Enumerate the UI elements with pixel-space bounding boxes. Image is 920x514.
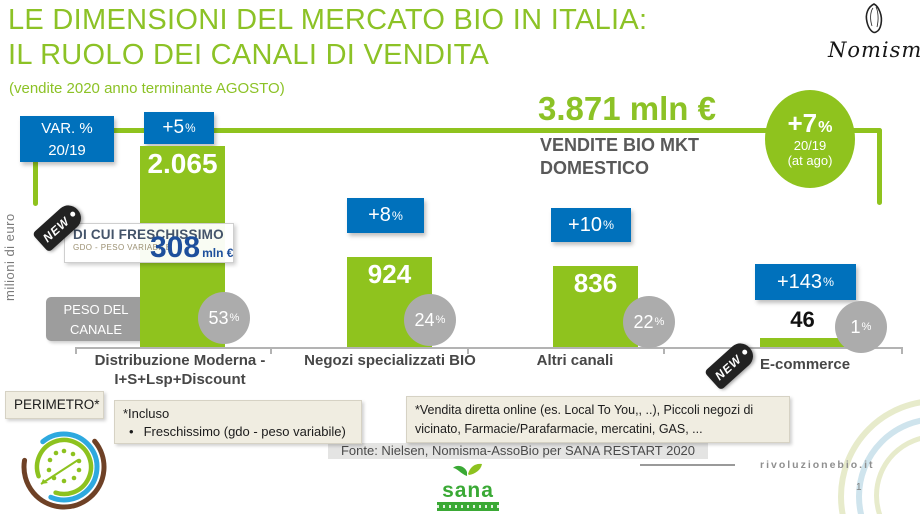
growth-badge-negozi: +8% [347, 198, 424, 233]
incluso-title: *Incluso [123, 406, 170, 421]
growth-badge-altri: +10% [551, 208, 631, 242]
percent-sign: % [823, 275, 835, 289]
peso-legend-line1: PESO DEL [63, 302, 129, 317]
incluso-bullet-line: • Freschissimo (gdo - peso variabile) [123, 423, 361, 441]
share-value: 24 [414, 309, 435, 330]
freschissimo-value: 308 mln € [150, 231, 233, 265]
page-number: 1 [856, 482, 862, 493]
page-subtitle: (vendite 2020 anno terminante AGOSTO) [9, 80, 285, 97]
var-legend-line2: 20/19 [48, 141, 86, 159]
nomisma-wordmark: Nomisma [828, 38, 920, 62]
share-circle-distribuzione: 53% [198, 292, 250, 344]
nomisma-emblem-icon [865, 3, 883, 34]
incluso-note: *Incluso • Freschissimo (gdo - peso varia… [114, 400, 362, 444]
bracket-line-right [877, 128, 882, 205]
sana-logo: sana [428, 462, 508, 511]
perimetro-box: PERIMETRO* [5, 391, 104, 419]
percent-sign: % [654, 316, 665, 328]
sana-banner [437, 501, 499, 511]
x-tick [467, 347, 469, 354]
percent-sign: % [229, 312, 240, 324]
bar-ecommerce [760, 338, 845, 347]
x-tick [663, 347, 665, 354]
total-growth-circle: +7% 20/19 (at ago) [765, 90, 855, 188]
x-axis [75, 347, 903, 349]
source-line: Fonte: Nielsen, Nomisma-AssoBio per SANA… [328, 443, 708, 459]
category-label-altri: Altri canali [536, 352, 614, 369]
vendita-note: *Vendita diretta online (es. Local To Yo… [406, 396, 790, 443]
x-tick [75, 347, 77, 354]
bar-value-altri: 836 [573, 268, 618, 298]
page-title-line1: LE DIMENSIONI DEL MERCATO BIO IN ITALIA: [8, 4, 648, 36]
percent-sign: % [185, 121, 196, 135]
percent-sign: % [602, 218, 614, 232]
total-growth-period: 20/19 [793, 138, 827, 153]
bracket-line-left [33, 128, 38, 206]
growth-badge-ecommerce: +143% [755, 264, 856, 300]
bar-value-ecommerce: 46 [790, 307, 815, 332]
total-growth-note: (at ago) [787, 152, 833, 168]
share-circle-altri: 22% [623, 296, 675, 348]
page-title-line2: IL RUOLO DEI CANALI DI VENDITA [8, 39, 490, 71]
freschissimo-number: 308 [150, 231, 201, 264]
var-legend-box: VAR. % 20/19 [20, 116, 114, 162]
share-value: 53 [208, 307, 229, 328]
growth-value: +8 [368, 204, 391, 226]
growth-value: +5 [162, 117, 185, 138]
percent-sign: % [861, 321, 872, 333]
percent-sign: % [391, 208, 403, 223]
total-label-line2: DOMESTICO [540, 158, 650, 179]
sana-leaves-icon [453, 463, 482, 476]
category-line2: I+S+Lsp+Discount [114, 370, 246, 388]
bar-value-distribuzione: 2.065 [147, 148, 218, 179]
peso-legend-line2: CANALE [69, 321, 123, 337]
var-legend-line1: VAR. % [41, 120, 93, 137]
nomisma-logo: Nomisma [828, 2, 920, 62]
total-label: VENDITE BIO MKT DOMESTICO [540, 134, 699, 181]
footer-divider [640, 464, 735, 466]
growth-value: +143 [776, 270, 823, 293]
percent-sign: % [435, 314, 446, 326]
x-tick [901, 347, 903, 354]
bullet-icon: • [129, 423, 134, 439]
growth-value: +10 [568, 213, 602, 236]
share-value: 22 [633, 311, 654, 332]
bar-value-negozi: 924 [367, 259, 412, 289]
category-label-distribuzione: Distribuzione Moderna - I+S+Lsp+Discount [75, 352, 285, 390]
bar-altri [553, 266, 638, 347]
total-growth-value: +7% [787, 108, 833, 139]
site-link: rivoluzionebio.it [760, 459, 875, 471]
freschissimo-callout: DI CUI FRESCHISSIMO GDO - PESO VARIABILE [64, 223, 234, 263]
x-tick [270, 347, 272, 354]
share-circle-negozi: 24% [404, 294, 456, 346]
incluso-bullet-text: Freschissimo (gdo - peso variabile) [143, 423, 346, 439]
share-value: 1 [850, 316, 861, 337]
total-label-line1: VENDITE BIO MKT [540, 135, 700, 155]
peso-legend-box: PESO DEL CANALE [46, 297, 146, 341]
freschissimo-subtitle: GDO - PESO VARIABILE [73, 243, 172, 252]
sana-wordmark: sana [442, 479, 494, 502]
freschissimo-unit: mln € [202, 246, 234, 260]
category-label-negozi: Negozi specializzati BIO [304, 352, 476, 369]
bracket-line-horizontal [33, 128, 882, 133]
category-label-ecommerce: E-commerce [760, 356, 851, 373]
rivoluzionebio-logo-icon [21, 424, 107, 510]
total-value: 3.871 mln € [538, 90, 716, 127]
freschissimo-title: DI CUI FRESCHISSIMO [73, 227, 224, 242]
share-circle-ecommerce: 1% [835, 301, 887, 353]
growth-badge-distribuzione: +5% [144, 112, 214, 144]
y-axis-label: milioni di euro [2, 213, 17, 301]
category-line1: Distribuzione Moderna - [94, 352, 266, 369]
